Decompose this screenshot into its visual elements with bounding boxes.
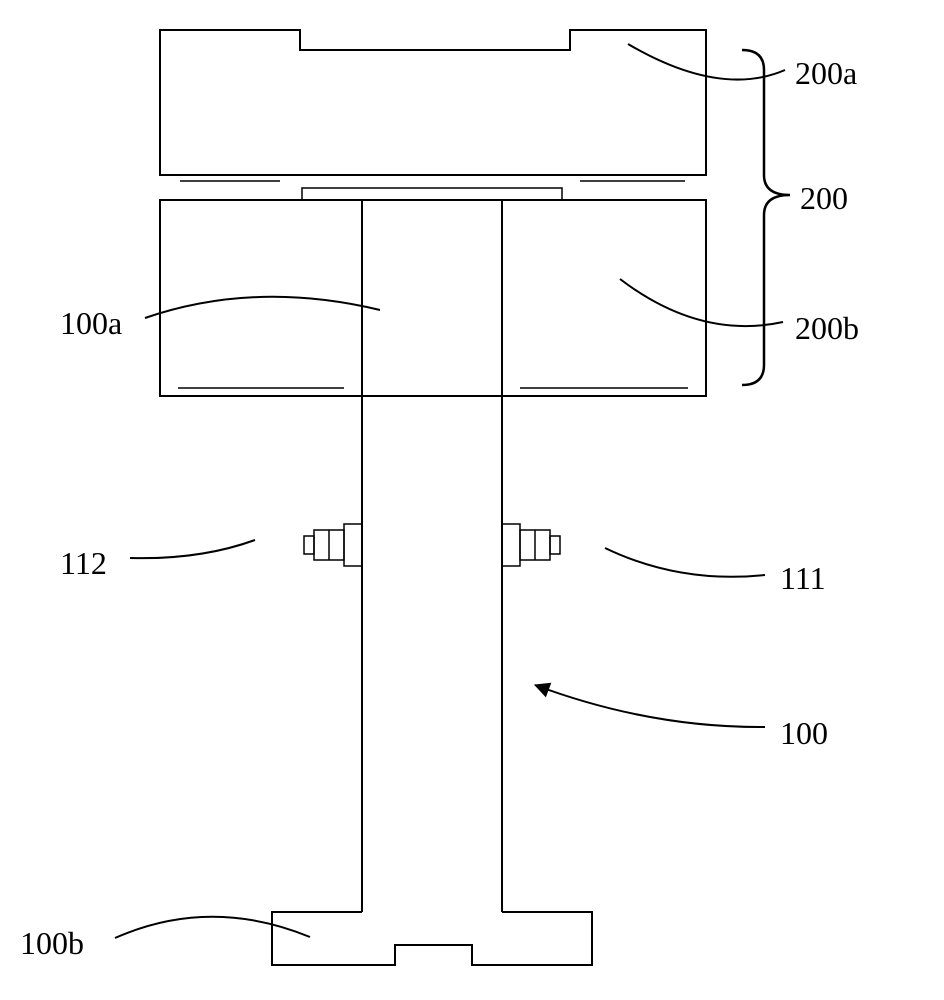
- label-200b: 200b: [795, 310, 859, 347]
- label-111: 111: [780, 560, 826, 597]
- label-200: 200: [800, 180, 848, 217]
- label-100b: 100b: [20, 925, 84, 962]
- diagram-canvas: [0, 0, 944, 1000]
- label-112: 112: [60, 545, 107, 582]
- label-100a: 100a: [60, 305, 122, 342]
- label-100: 100: [780, 715, 828, 752]
- label-200a: 200a: [795, 55, 857, 92]
